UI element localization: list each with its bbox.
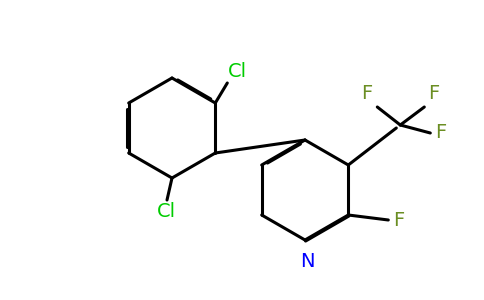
Text: F: F [393, 211, 405, 230]
Text: Cl: Cl [228, 62, 247, 81]
Text: N: N [300, 252, 314, 271]
Text: Cl: Cl [156, 202, 176, 221]
Text: F: F [428, 84, 439, 103]
Text: F: F [435, 124, 447, 142]
Text: F: F [361, 84, 372, 103]
